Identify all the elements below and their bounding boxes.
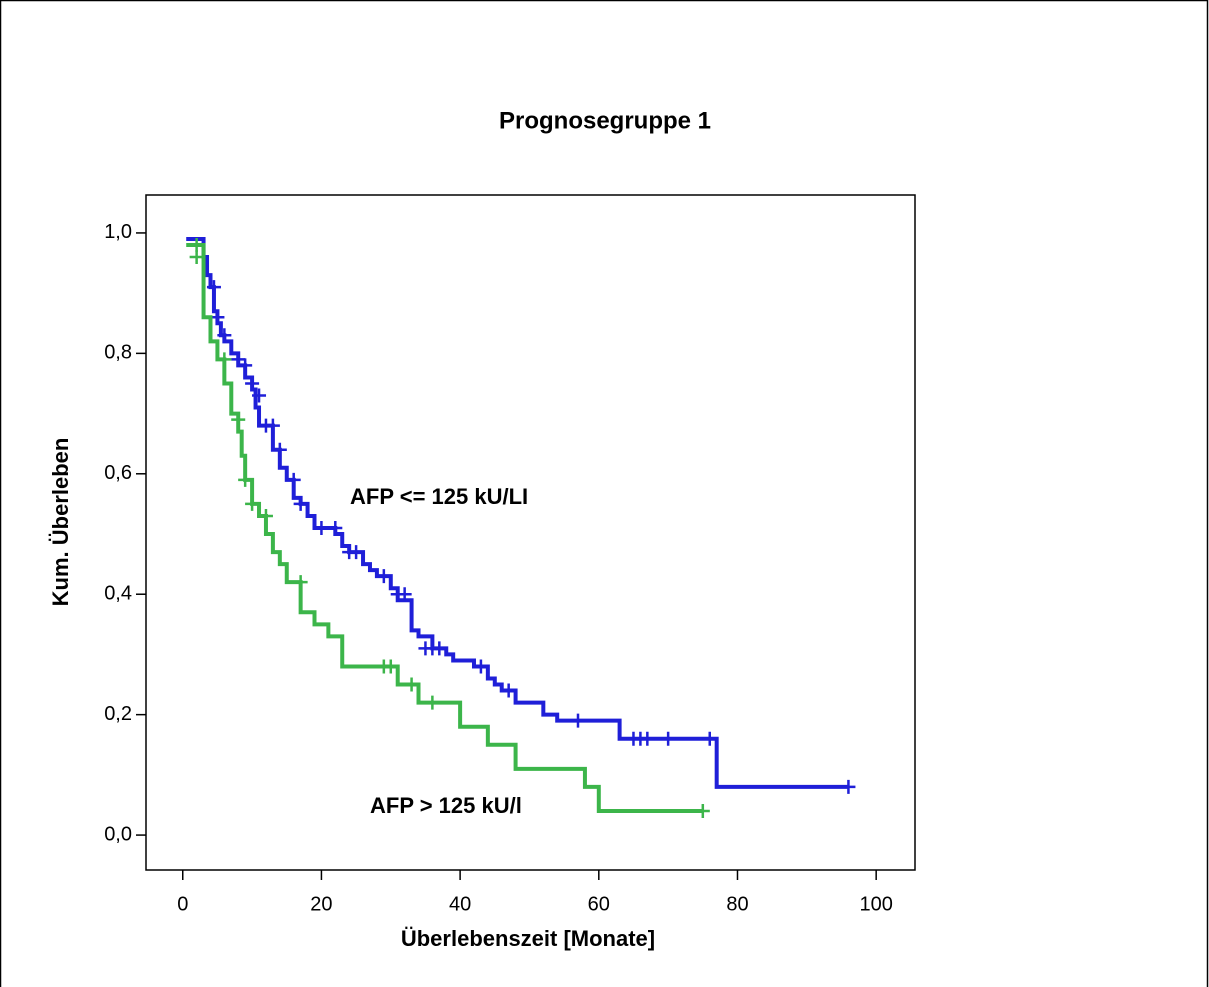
chart-title: Prognosegruppe 1: [499, 107, 711, 134]
y-tick-label: 0,2: [104, 703, 132, 725]
x-tick-label: 100: [859, 893, 892, 915]
censor-mark: [661, 731, 676, 746]
y-tick-label: 0,0: [104, 823, 132, 845]
censor-mark: [473, 659, 488, 674]
censor-mark: [286, 472, 301, 487]
censor-mark: [245, 496, 260, 511]
x-tick-label: 60: [588, 893, 610, 915]
censor-mark: [231, 412, 246, 427]
censor-mark: [189, 250, 204, 265]
censor-mark: [293, 496, 308, 511]
censor-mark: [425, 695, 440, 710]
y-tick-label: 0,8: [104, 342, 132, 364]
censor-mark: [245, 376, 260, 391]
censor-mark: [383, 659, 398, 674]
plot-area: [145, 194, 916, 871]
censor-mark: [397, 587, 412, 602]
censor-mark: [252, 388, 267, 403]
x-tick-label: 40: [449, 893, 471, 915]
censor-mark: [210, 310, 225, 325]
y-axis-label: Kum. Überleben: [48, 438, 73, 607]
censor-mark: [376, 569, 391, 584]
censor-mark: [272, 442, 287, 457]
x-tick-label: 0: [177, 893, 188, 915]
y-tick-label: 0,4: [104, 583, 132, 605]
censor-mark: [570, 713, 585, 728]
censor-mark: [841, 779, 856, 794]
x-tick-label: 20: [310, 893, 332, 915]
censor-mark: [501, 683, 516, 698]
censor-mark: [293, 575, 308, 590]
censor-mark: [265, 418, 280, 433]
censor-mark: [238, 472, 253, 487]
y-tick-label: 0,6: [104, 462, 132, 484]
censor-mark: [258, 508, 273, 523]
censor-mark: [314, 520, 329, 535]
censor-mark: [231, 352, 246, 367]
series-label: AFP <= 125 kU/LI: [350, 484, 528, 509]
censor-mark: [328, 520, 343, 535]
censor-mark: [238, 358, 253, 373]
survival-curve: [186, 242, 703, 813]
y-tick-label: 1,0: [104, 221, 132, 243]
censor-mark: [349, 545, 364, 560]
censor-mark: [206, 280, 221, 295]
series-label: AFP > 125 kU/l: [370, 793, 522, 818]
x-axis-label: Überlebenszeit [Monate]: [401, 926, 655, 951]
censor-mark: [640, 731, 655, 746]
censor-mark: [217, 328, 232, 343]
censor-mark: [432, 641, 447, 656]
censor-mark: [189, 237, 204, 252]
censor-mark: [404, 677, 419, 692]
censor-mark: [695, 803, 710, 818]
x-tick-label: 80: [726, 893, 748, 915]
censor-mark: [217, 352, 232, 367]
survival-curve: [186, 236, 849, 789]
censor-mark: [702, 731, 717, 746]
